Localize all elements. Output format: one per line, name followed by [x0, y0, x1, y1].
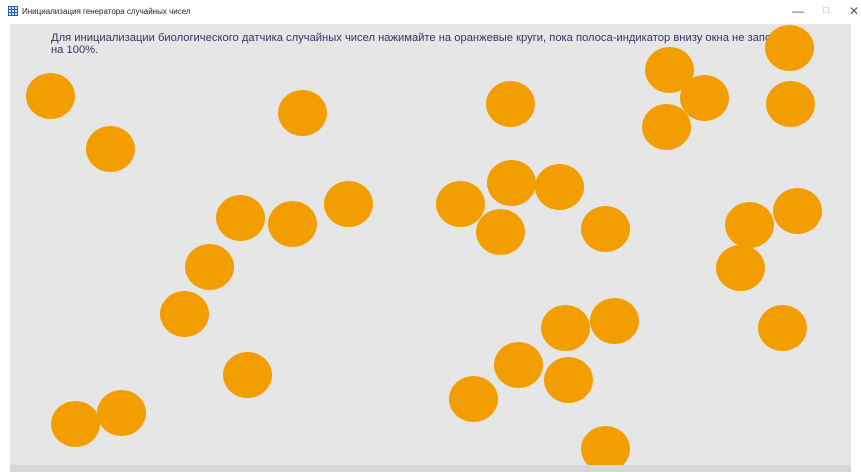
orange-circle[interactable] — [223, 352, 272, 398]
orange-circle[interactable] — [185, 244, 234, 290]
orange-circle[interactable] — [541, 305, 590, 351]
orange-circle[interactable] — [581, 206, 630, 252]
orange-circle[interactable] — [766, 81, 815, 127]
orange-circle[interactable] — [535, 164, 584, 210]
orange-circle[interactable] — [544, 357, 593, 403]
minimize-button[interactable]: — — [792, 4, 804, 18]
circle-field: Для инициализации биологического датчика… — [10, 24, 851, 465]
orange-circle[interactable] — [324, 181, 373, 227]
orange-circle[interactable] — [758, 305, 807, 351]
orange-circle[interactable] — [278, 90, 327, 136]
orange-circle[interactable] — [86, 126, 135, 172]
orange-circle[interactable] — [725, 202, 774, 248]
maximize-button[interactable]: ☐ — [822, 6, 830, 15]
orange-circle[interactable] — [487, 160, 536, 206]
orange-circle[interactable] — [160, 291, 209, 337]
orange-circle[interactable] — [97, 390, 146, 436]
window-title: Инициализация генератора случайных чисел — [22, 7, 191, 16]
instruction-text: Для инициализации биологического датчика… — [51, 32, 807, 56]
orange-circle[interactable] — [590, 298, 639, 344]
orange-circle[interactable] — [449, 376, 498, 422]
orange-circle[interactable] — [268, 201, 317, 247]
orange-circle[interactable] — [216, 195, 265, 241]
close-button[interactable]: ✕ — [848, 4, 860, 18]
app-grid-icon — [8, 6, 18, 16]
orange-circle[interactable] — [494, 342, 543, 388]
title-bar: Инициализация генератора случайных чисел… — [0, 0, 861, 24]
orange-circle[interactable] — [581, 426, 630, 465]
orange-circle[interactable] — [716, 245, 765, 291]
orange-circle[interactable] — [26, 73, 75, 119]
orange-circle[interactable] — [486, 81, 535, 127]
orange-circle[interactable] — [51, 401, 100, 447]
orange-circle[interactable] — [436, 181, 485, 227]
orange-circle[interactable] — [476, 209, 525, 255]
orange-circle[interactable] — [765, 25, 814, 71]
orange-circle[interactable] — [773, 188, 822, 234]
orange-circle[interactable] — [680, 75, 729, 121]
progress-bar — [10, 465, 851, 472]
orange-circle[interactable] — [642, 104, 691, 150]
